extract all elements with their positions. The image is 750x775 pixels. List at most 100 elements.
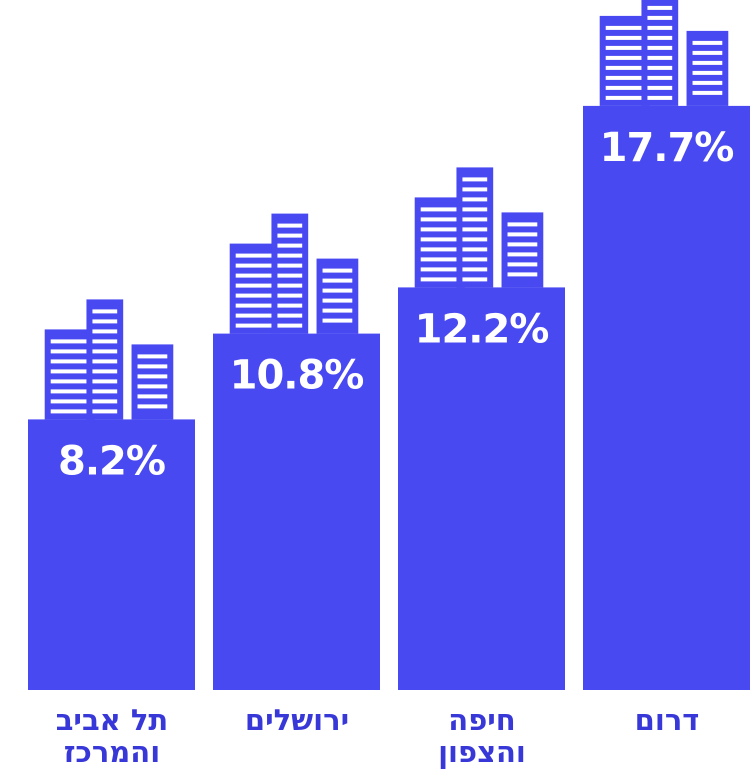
building-window — [50, 369, 89, 374]
building-window — [420, 267, 459, 272]
building-icon — [641, 0, 679, 106]
building-window — [507, 232, 538, 237]
building-window — [137, 374, 168, 379]
bar — [583, 105, 750, 690]
building-window — [420, 257, 459, 262]
building-window — [92, 399, 118, 404]
building-window — [605, 65, 644, 70]
building-window — [277, 223, 303, 228]
building-window — [605, 75, 644, 80]
building-window — [322, 278, 353, 283]
building-window — [235, 253, 274, 258]
building-window — [507, 262, 538, 267]
building-window — [277, 243, 303, 248]
building-window — [277, 273, 303, 278]
building-window — [277, 293, 303, 298]
building-window — [235, 273, 274, 278]
building-window — [462, 217, 488, 222]
building-window — [507, 242, 538, 247]
building-window — [605, 25, 644, 30]
building-window — [462, 227, 488, 232]
bar — [398, 287, 565, 690]
value-label: 12.2% — [415, 306, 549, 352]
building-window — [462, 257, 488, 262]
building-window — [137, 394, 168, 399]
building-window — [692, 40, 723, 45]
building-window — [92, 349, 118, 354]
value-label: 17.7% — [600, 125, 734, 171]
building-window — [277, 263, 303, 268]
building-window — [462, 247, 488, 252]
category-label: חיפה והצפון — [438, 703, 526, 769]
building-window — [50, 349, 89, 354]
building-window — [92, 379, 118, 384]
building-window — [137, 354, 168, 359]
building-window — [692, 70, 723, 75]
building-window — [647, 5, 673, 10]
building-window — [462, 197, 488, 202]
building-window — [50, 409, 89, 414]
building-window — [92, 309, 118, 314]
building-window — [647, 85, 673, 90]
building-window — [322, 268, 353, 273]
building-window — [235, 303, 274, 308]
building-window — [647, 35, 673, 40]
building-window — [50, 399, 89, 404]
value-label: 10.8% — [230, 353, 364, 399]
building-window — [420, 247, 459, 252]
building-window — [605, 95, 644, 100]
building-window — [647, 65, 673, 70]
building-window — [92, 359, 118, 364]
building-window — [507, 222, 538, 227]
building-window — [462, 277, 488, 282]
value-label: 8.2% — [58, 438, 165, 484]
building-window — [322, 318, 353, 323]
building-window — [420, 227, 459, 232]
building-window — [322, 308, 353, 313]
building-window — [50, 389, 89, 394]
building-window — [92, 319, 118, 324]
building-window — [647, 95, 673, 100]
building-window — [92, 409, 118, 414]
category-label: תל אביב והמרכז — [55, 703, 169, 769]
building-window — [277, 303, 303, 308]
building-window — [647, 55, 673, 60]
building-window — [462, 187, 488, 192]
building-window — [92, 389, 118, 394]
building-window — [647, 15, 673, 20]
building-window — [647, 75, 673, 80]
building-window — [420, 277, 459, 282]
building-window — [507, 272, 538, 277]
building-window — [277, 313, 303, 318]
building-window — [462, 237, 488, 242]
building-window — [277, 253, 303, 258]
building-window — [137, 364, 168, 369]
building-window — [322, 288, 353, 293]
building-window — [92, 369, 118, 374]
building-window — [50, 359, 89, 364]
building-window — [647, 25, 673, 30]
building-window — [692, 60, 723, 65]
building-window — [420, 217, 459, 222]
bar — [213, 333, 380, 690]
building-window — [277, 323, 303, 328]
building-window — [235, 293, 274, 298]
category-label: דרום — [634, 703, 700, 737]
building-window — [605, 55, 644, 60]
building-window — [647, 45, 673, 50]
building-window — [462, 267, 488, 272]
building-window — [277, 233, 303, 238]
building-icon — [229, 243, 280, 334]
building-window — [605, 35, 644, 40]
building-window — [235, 283, 274, 288]
building-window — [692, 50, 723, 55]
building-window — [507, 252, 538, 257]
building-window — [322, 298, 353, 303]
building-window — [235, 313, 274, 318]
building-window — [462, 207, 488, 212]
category-label: ירושלים — [244, 703, 350, 737]
bar — [28, 419, 195, 690]
